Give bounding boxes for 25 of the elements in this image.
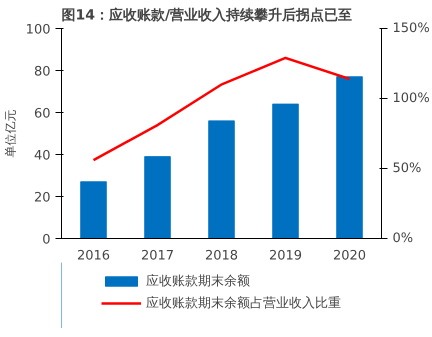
bar: [208, 120, 235, 238]
x-tick-label: 2017: [140, 248, 174, 264]
bar: [272, 104, 299, 238]
y-tick-label: 20: [34, 190, 51, 206]
y2-tick-label: 50%: [392, 161, 422, 176]
legend-label: 应收账款期末余额占营业收入比重: [146, 295, 341, 312]
y-axis-title: 单位亿元: [4, 110, 18, 158]
x-tick-label: 2019: [268, 248, 302, 264]
x-tick-label: 2018: [204, 248, 238, 264]
x-tick-label: 2016: [76, 248, 110, 264]
bar: [144, 156, 171, 238]
bar: [80, 181, 107, 238]
y2-tick-label: 150%: [392, 21, 430, 36]
y2-tick-label: 100%: [392, 91, 430, 106]
y-tick-label: 0: [42, 232, 51, 248]
chart-title: 图14：应收账款/营业收入持续攀升后拐点已至: [62, 6, 352, 24]
y-tick-label: 80: [34, 64, 51, 80]
y-tick-label: 40: [34, 148, 51, 164]
legend-label: 应收账款期末余额: [146, 273, 250, 290]
y-tick-label: 100: [26, 22, 51, 38]
bar: [336, 76, 363, 238]
x-tick-label: 2020: [332, 248, 366, 264]
y-tick-label: 60: [34, 106, 51, 122]
y2-tick-label: 0%: [392, 231, 414, 246]
line-series: [92, 56, 351, 162]
